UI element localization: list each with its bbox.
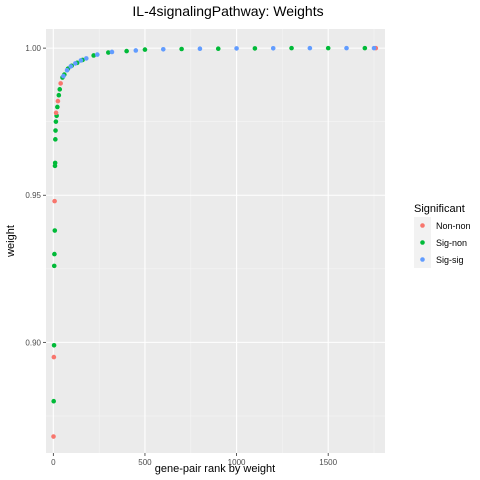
legend-label: Sig-sig [436,255,464,265]
data-point [252,46,258,51]
data-point [307,45,313,51]
legend: Significant Non-non Sig-non Sig-sig [414,203,471,268]
data-point [362,45,368,51]
data-point [53,137,58,142]
data-points [51,45,379,439]
data-point [52,251,57,257]
data-point [51,398,56,404]
x-tick-label: 0 [51,458,56,467]
data-point [53,128,58,133]
legend-swatch [420,240,425,245]
legend-title: Significant [414,203,465,215]
data-point [179,46,184,52]
data-point [51,343,57,348]
data-point [73,61,78,66]
chart-title: IL-4signalingPathway: Weights [132,3,323,19]
data-point [68,64,74,69]
data-point [64,67,70,73]
data-point [289,45,294,51]
data-point [197,46,203,52]
data-point [52,160,58,166]
data-point [270,45,276,51]
data-point [55,98,61,104]
data-point [234,46,239,51]
x-tick-label: 1000 [228,458,246,467]
data-point [56,92,62,98]
data-point [344,45,349,51]
x-tick-label: 1500 [319,458,337,467]
x-tick-label: 500 [138,458,152,467]
data-point [61,73,66,79]
data-point [109,49,115,55]
data-point [52,228,58,233]
legend-label: Non-non [436,221,471,231]
y-axis-ticks: 0.90 0.95 1.00 [25,44,46,347]
data-point [58,81,63,86]
data-point [124,48,129,54]
data-point [142,47,148,52]
x-axis-title: gene-pair rank by weight [155,463,275,475]
data-point [133,48,139,53]
data-point [52,198,57,204]
data-point [57,87,63,92]
plot-panel [46,29,385,453]
data-point [371,45,377,51]
data-point [325,45,331,51]
legend-label: Sig-non [436,238,467,248]
legend-swatch [420,223,425,228]
grid-major [46,29,385,453]
data-point [215,46,221,52]
data-point [78,58,84,63]
x-axis-ticks: 0 500 1000 1500 [51,453,338,467]
data-point [84,56,89,61]
data-point [106,50,111,55]
data-point [53,119,59,124]
data-point [51,354,57,360]
y-tick-label: 0.95 [25,191,41,200]
data-point [91,53,96,58]
y-tick-label: 1.00 [25,44,41,53]
data-point [51,263,57,269]
data-point [51,434,56,439]
data-point [160,47,166,52]
data-point [55,104,60,110]
y-tick-label: 0.90 [25,338,41,347]
data-point [95,52,100,57]
legend-swatch [420,257,425,262]
y-axis-title: weight [5,225,17,258]
data-point [53,110,59,116]
